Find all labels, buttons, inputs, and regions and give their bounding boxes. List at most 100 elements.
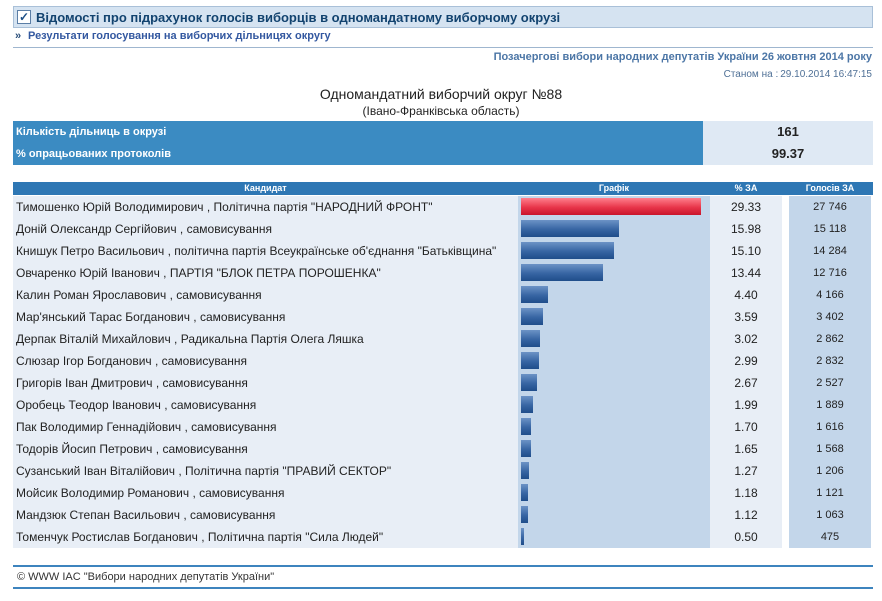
update-timestamp: Станом на :29.10.2014 16:47:15 bbox=[724, 69, 872, 80]
votes-value: 2 862 bbox=[789, 328, 871, 350]
percent-value: 1.65 bbox=[710, 438, 782, 460]
chart-cell bbox=[518, 372, 710, 394]
votes-value: 475 bbox=[789, 526, 871, 548]
table-row: Мандзюк Степан Васильович , самовисуванн… bbox=[13, 504, 873, 526]
chart-cell bbox=[518, 460, 710, 482]
precinct-results-link[interactable]: Результати голосування на виборчих дільн… bbox=[28, 30, 331, 42]
chart-cell bbox=[518, 306, 710, 328]
percent-value: 15.98 bbox=[710, 218, 782, 240]
vote-share-bar bbox=[521, 374, 537, 391]
percent-value: 1.99 bbox=[710, 394, 782, 416]
votes-value: 12 716 bbox=[789, 262, 871, 284]
candidate-name: Мойсик Володимир Романович , самовисуван… bbox=[13, 482, 518, 504]
chart-cell bbox=[518, 416, 710, 438]
summary-table: Кількість дільниць в окрузі 161 % опраць… bbox=[13, 121, 873, 165]
candidate-name: Калин Роман Ярославович , самовисування bbox=[13, 284, 518, 306]
timestamp-label: Станом на : bbox=[723, 69, 779, 80]
table-row: Овчаренко Юрій Іванович , ПАРТІЯ "БЛОК П… bbox=[13, 262, 873, 284]
summary-value: 99.37 bbox=[703, 143, 873, 165]
candidate-name: Тимошенко Юрій Володимирович , Політична… bbox=[13, 196, 518, 218]
timestamp-value: 29.10.2014 16:47:15 bbox=[780, 69, 872, 80]
summary-label: % опрацьованих протоколів bbox=[13, 143, 703, 165]
summary-row-precincts: Кількість дільниць в окрузі 161 bbox=[13, 121, 873, 143]
table-row: Доній Олександр Сергійович , самовисуван… bbox=[13, 218, 873, 240]
votes-value: 2 832 bbox=[789, 350, 871, 372]
table-row: Оробець Теодор Іванович , самовисування 1… bbox=[13, 394, 873, 416]
summary-row-protocols: % опрацьованих протоколів 99.37 bbox=[13, 143, 873, 165]
candidate-name: Книшук Петро Васильович , політична парт… bbox=[13, 240, 518, 262]
vote-share-bar bbox=[521, 286, 548, 303]
page-title: Відомості про підрахунок голосів виборці… bbox=[36, 10, 561, 25]
percent-value: 2.99 bbox=[710, 350, 782, 372]
votes-value: 1 206 bbox=[789, 460, 871, 482]
vote-share-bar bbox=[521, 264, 603, 281]
chart-cell bbox=[518, 240, 710, 262]
candidate-name: Доній Олександр Сергійович , самовисуван… bbox=[13, 218, 518, 240]
header-candidate: Кандидат bbox=[244, 183, 287, 193]
percent-value: 3.59 bbox=[710, 306, 782, 328]
table-row: Слюзар Ігор Богданович , самовисування 2.… bbox=[13, 350, 873, 372]
percent-value: 1.12 bbox=[710, 504, 782, 526]
header-votes: Голосів ЗА bbox=[805, 183, 855, 193]
vote-share-bar bbox=[521, 330, 540, 347]
chart-cell bbox=[518, 284, 710, 306]
candidate-name: Пак Володимир Геннадійович , самовисуван… bbox=[13, 416, 518, 438]
chart-cell bbox=[518, 218, 710, 240]
summary-value: 161 bbox=[703, 121, 873, 143]
vote-share-bar bbox=[521, 242, 614, 259]
votes-value: 14 284 bbox=[789, 240, 871, 262]
chart-cell bbox=[518, 482, 710, 504]
percent-value: 0.50 bbox=[710, 526, 782, 548]
vote-share-bar bbox=[521, 352, 539, 369]
candidate-name: Григорів Іван Дмитрович , самовисування bbox=[13, 372, 518, 394]
table-row: Тодорів Йосип Петрович , самовисування 1.… bbox=[13, 438, 873, 460]
percent-value: 15.10 bbox=[710, 240, 782, 262]
percent-value: 29.33 bbox=[710, 196, 782, 218]
chart-cell bbox=[518, 262, 710, 284]
candidate-name: Овчаренко Юрій Іванович , ПАРТІЯ "БЛОК П… bbox=[13, 262, 518, 284]
chart-cell bbox=[518, 328, 710, 350]
candidate-name: Мар'янський Тарас Богданович , самовисув… bbox=[13, 306, 518, 328]
chart-cell bbox=[518, 526, 710, 548]
results-table-header: Кандидат Графік % ЗА Голосів ЗА bbox=[13, 182, 873, 195]
table-row: Калин Роман Ярославович , самовисування 4… bbox=[13, 284, 873, 306]
candidate-name: Слюзар Ігор Богданович , самовисування bbox=[13, 350, 518, 372]
table-row: Дерпак Віталій Михайлович , Радикальна П… bbox=[13, 328, 873, 350]
percent-value: 1.18 bbox=[710, 482, 782, 504]
votes-value: 1 568 bbox=[789, 438, 871, 460]
district-title: Одномандатний виборчий округ №88 bbox=[319, 86, 563, 102]
vote-share-bar bbox=[521, 462, 529, 479]
vote-share-bar bbox=[521, 484, 528, 501]
table-row: Пак Володимир Геннадійович , самовисуван… bbox=[13, 416, 873, 438]
chart-cell bbox=[518, 394, 710, 416]
table-row: Сузанський Іван Віталійович , Політична … bbox=[13, 460, 873, 482]
chart-cell bbox=[518, 196, 710, 218]
candidate-name: Дерпак Віталій Михайлович , Радикальна П… bbox=[13, 328, 518, 350]
votes-value: 1 616 bbox=[789, 416, 871, 438]
chart-cell bbox=[518, 350, 710, 372]
vote-share-bar bbox=[521, 308, 543, 325]
percent-value: 13.44 bbox=[710, 262, 782, 284]
votes-value: 27 746 bbox=[789, 196, 871, 218]
header-chart: Графік bbox=[598, 183, 630, 193]
table-row: Григорів Іван Дмитрович , самовисування 2… bbox=[13, 372, 873, 394]
vote-share-bar bbox=[521, 440, 531, 457]
percent-value: 1.27 bbox=[710, 460, 782, 482]
candidate-name: Томенчук Ростислав Богданович , Політичн… bbox=[13, 526, 518, 548]
double-chevron-right-icon: » bbox=[15, 30, 22, 42]
table-row: Мойсик Володимир Романович , самовисуван… bbox=[13, 482, 873, 504]
table-row: Томенчук Ростислав Богданович , Політичн… bbox=[13, 526, 873, 548]
percent-value: 3.02 bbox=[710, 328, 782, 350]
candidate-name: Мандзюк Степан Васильович , самовисуванн… bbox=[13, 504, 518, 526]
chart-cell bbox=[518, 438, 710, 460]
percent-value: 4.40 bbox=[710, 284, 782, 306]
candidate-name: Оробець Теодор Іванович , самовисування bbox=[13, 394, 518, 416]
page-title-bar: ✓ Відомості про підрахунок голосів вибор… bbox=[13, 6, 873, 28]
table-row: Мар'янський Тарас Богданович , самовисув… bbox=[13, 306, 873, 328]
header-percent: % ЗА bbox=[734, 183, 758, 193]
vote-share-bar bbox=[521, 506, 528, 523]
votes-value: 3 402 bbox=[789, 306, 871, 328]
vote-share-bar bbox=[521, 396, 533, 413]
footer: © WWW IAC "Вибори народних депутатів Укр… bbox=[13, 565, 873, 589]
election-name: Позачергові вибори народних депутатів Ук… bbox=[493, 51, 872, 63]
